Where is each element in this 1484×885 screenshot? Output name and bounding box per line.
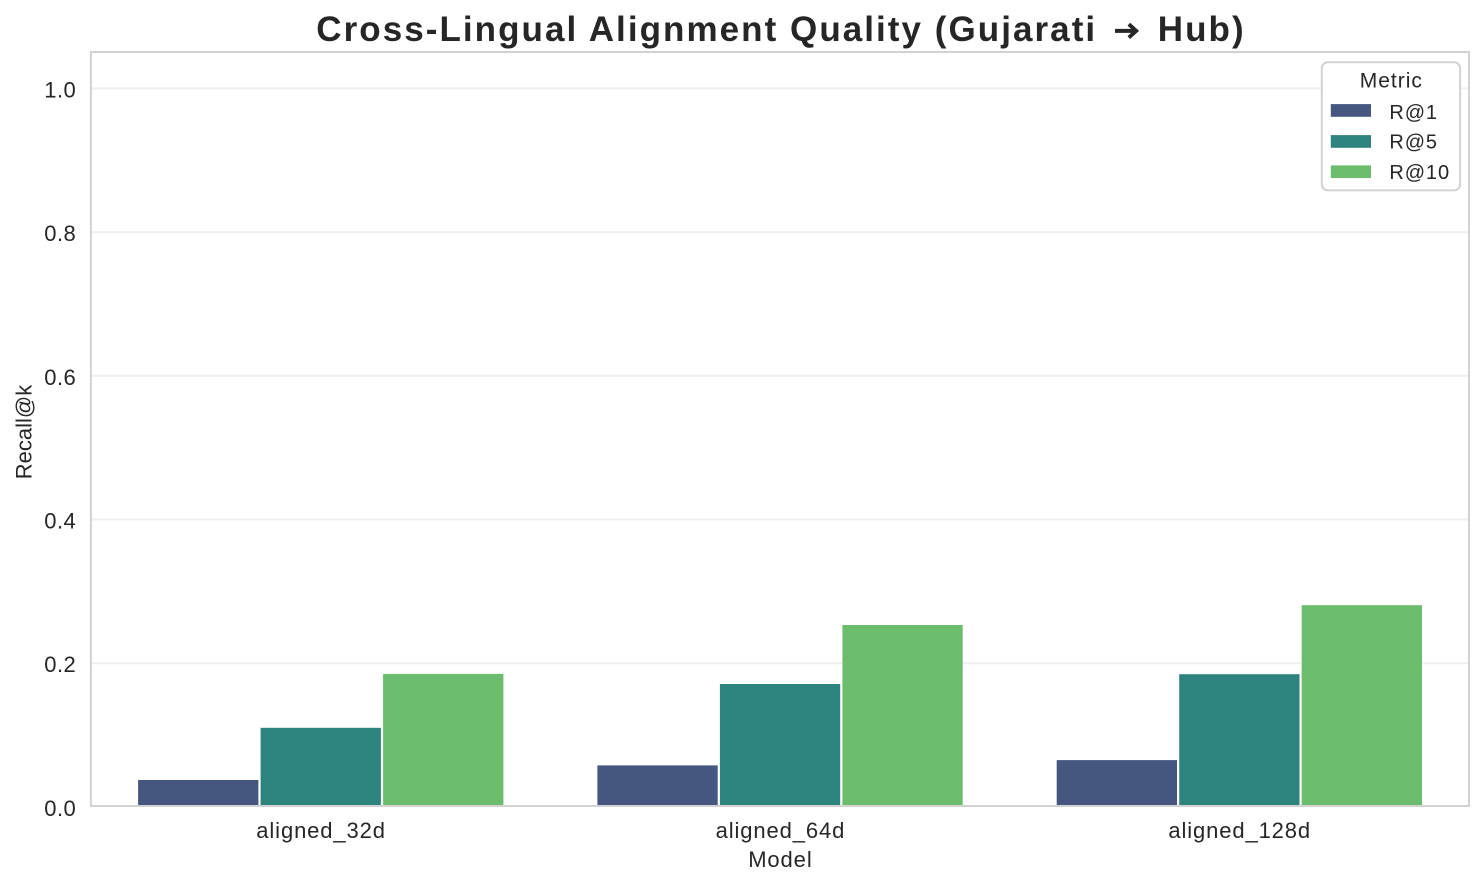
svg-text:0.6: 0.6	[44, 365, 76, 390]
svg-text:Metric: Metric	[1360, 70, 1423, 93]
svg-text:aligned_128d: aligned_128d	[1168, 818, 1311, 843]
svg-text:0.4: 0.4	[44, 509, 76, 534]
svg-text:0.2: 0.2	[44, 652, 76, 677]
svg-text:aligned_32d: aligned_32d	[256, 818, 386, 843]
svg-text:R@5: R@5	[1389, 132, 1438, 154]
svg-text:Model: Model	[748, 847, 812, 872]
svg-text:0.8: 0.8	[44, 221, 76, 246]
svg-text:Cross-Lingual Alignment Qualit: Cross-Lingual Alignment Quality (Gujarat…	[316, 10, 1245, 49]
svg-text:0.0: 0.0	[44, 796, 76, 821]
svg-text:aligned_64d: aligned_64d	[716, 818, 846, 843]
svg-text:R@10: R@10	[1389, 162, 1450, 184]
svg-text:R@1: R@1	[1389, 102, 1438, 124]
svg-text:1.0: 1.0	[44, 77, 76, 102]
svg-text:Recall@k: Recall@k	[12, 384, 37, 479]
